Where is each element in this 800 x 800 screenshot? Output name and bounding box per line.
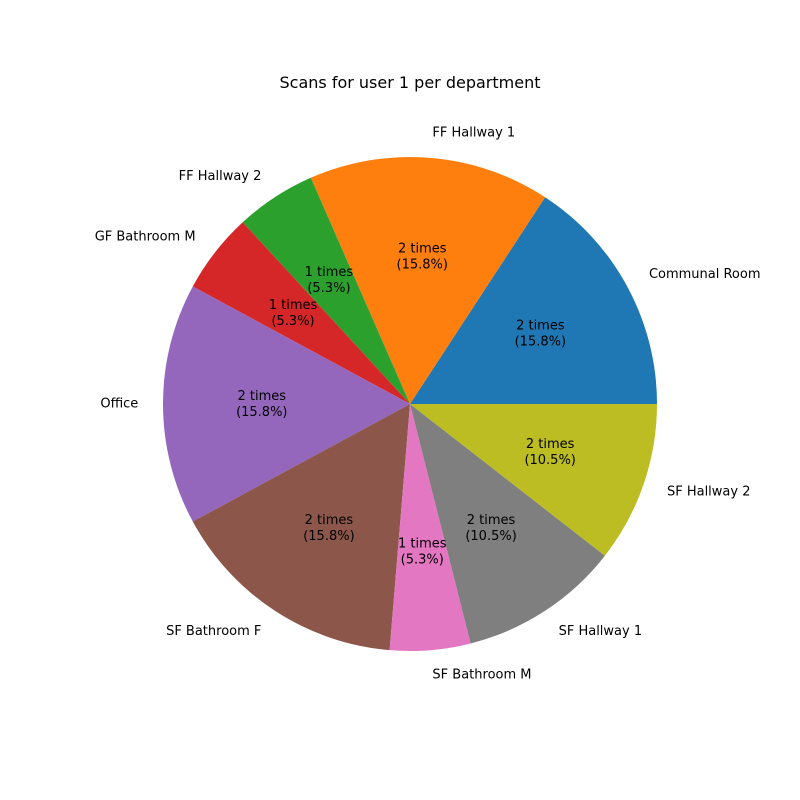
- pct-label-gf-bathroom-m: 1 times (5.3%): [269, 298, 318, 329]
- pct-label-sf-hallway-2: 2 times (10.5%): [524, 437, 575, 468]
- pie-slice-office: [163, 286, 410, 522]
- slice-label-sf-bathroom-m: SF Bathroom M: [432, 667, 531, 682]
- pie-slice-gf-bathroom-m: [192, 222, 410, 404]
- chart-title: Scans for user 1 per department: [280, 73, 541, 92]
- pct-label-communal-room: 2 times (15.8%): [515, 318, 566, 349]
- pct-label-sf-bathroom-m: 1 times (5.3%): [398, 537, 447, 568]
- slice-label-ff-hallway-2: FF Hallway 2: [179, 169, 262, 184]
- slice-label-ff-hallway-1: FF Hallway 1: [432, 126, 515, 141]
- slice-label-gf-bathroom-m: GF Bathroom M: [95, 230, 196, 245]
- slice-label-office: Office: [100, 397, 138, 412]
- pie-slices: [163, 156, 657, 651]
- pct-label-ff-hallway-1: 2 times (15.8%): [397, 241, 448, 272]
- pie-slice-communal-room: [410, 197, 657, 404]
- pie-labels: Communal Room 2 times (15.8%) FF Hallway 1 2…: [95, 126, 761, 683]
- slice-label-sf-hallway-1: SF Hallway 1: [559, 624, 643, 639]
- slice-label-communal-room: Communal Room: [649, 267, 761, 282]
- pct-label-ff-hallway-2: 1 times (5.3%): [305, 265, 354, 296]
- pie-slice-ff-hallway-2: [242, 177, 410, 404]
- pct-label-office: 2 times (15.8%): [236, 389, 287, 420]
- pie-slice-sf-bathroom-m: [389, 404, 471, 651]
- pie-slice-sf-hallway-2: [410, 404, 657, 556]
- pct-label-sf-bathroom-f: 2 times (15.8%): [303, 513, 354, 544]
- slice-label-sf-bathroom-f: SF Bathroom F: [166, 624, 261, 639]
- pie-slice-ff-hallway-1: [310, 156, 546, 404]
- slice-label-sf-hallway-2: SF Hallway 2: [667, 485, 751, 500]
- pie-slice-sf-bathroom-f: [192, 404, 410, 651]
- pie-slice-sf-hallway-1: [410, 404, 605, 644]
- pct-label-sf-hallway-1: 2 times (10.5%): [465, 513, 516, 544]
